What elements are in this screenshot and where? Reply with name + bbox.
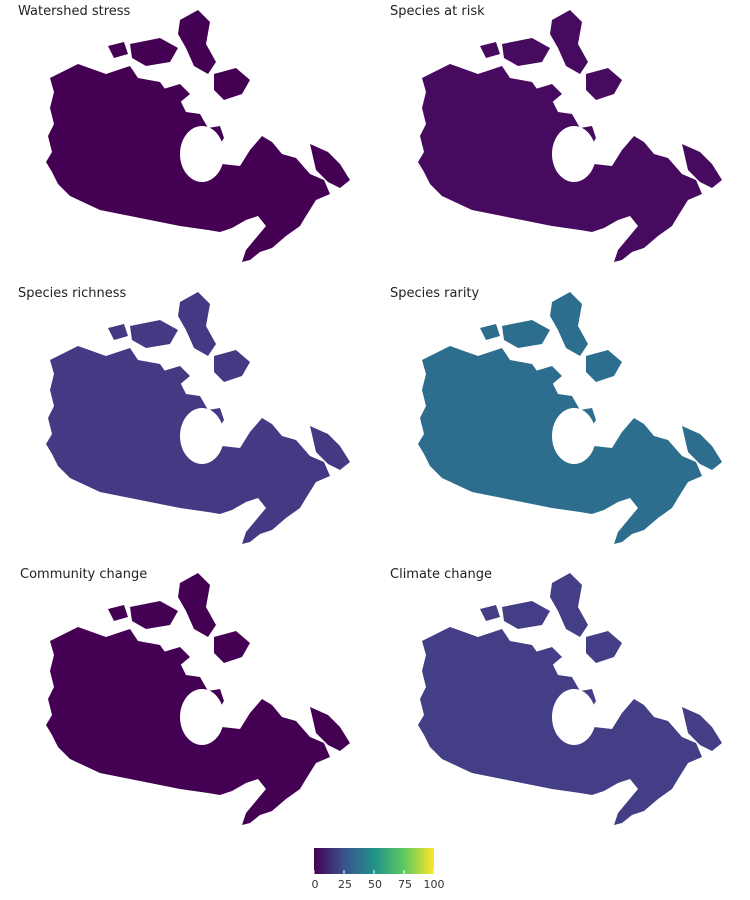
legend-colorbar xyxy=(314,848,434,874)
legend-tick-label: 50 xyxy=(368,878,382,891)
panel-title: Species at risk xyxy=(390,4,485,19)
map-panel-species-at-risk: Species at risk xyxy=(376,0,736,275)
canada-map xyxy=(46,10,350,262)
legend-tick-label: 75 xyxy=(398,878,412,891)
canada-map xyxy=(46,292,350,544)
panel-title: Climate change xyxy=(390,567,493,582)
map-panel-watershed-stress: Watershed stress xyxy=(4,0,364,275)
color-legend: 0 25 50 75 100 xyxy=(306,846,446,896)
canada-map xyxy=(46,573,350,825)
map-panel-climate-change: Climate change xyxy=(376,563,736,838)
map-panel-community-change: Community change xyxy=(4,563,364,838)
map-panel-species-richness: Species richness xyxy=(4,282,364,557)
panel-title: Community change xyxy=(20,567,148,582)
canada-map xyxy=(418,573,722,825)
canada-map xyxy=(418,10,722,262)
panel-title: Species rarity xyxy=(390,286,480,301)
legend-tick-label: 0 xyxy=(311,878,319,891)
legend-tick-label: 100 xyxy=(423,878,445,891)
canada-map xyxy=(418,292,722,544)
legend-tick-label: 25 xyxy=(338,878,352,891)
panel-title: Species richness xyxy=(18,286,127,301)
panel-title: Watershed stress xyxy=(18,4,131,19)
map-panel-species-rarity: Species rarity xyxy=(376,282,736,557)
